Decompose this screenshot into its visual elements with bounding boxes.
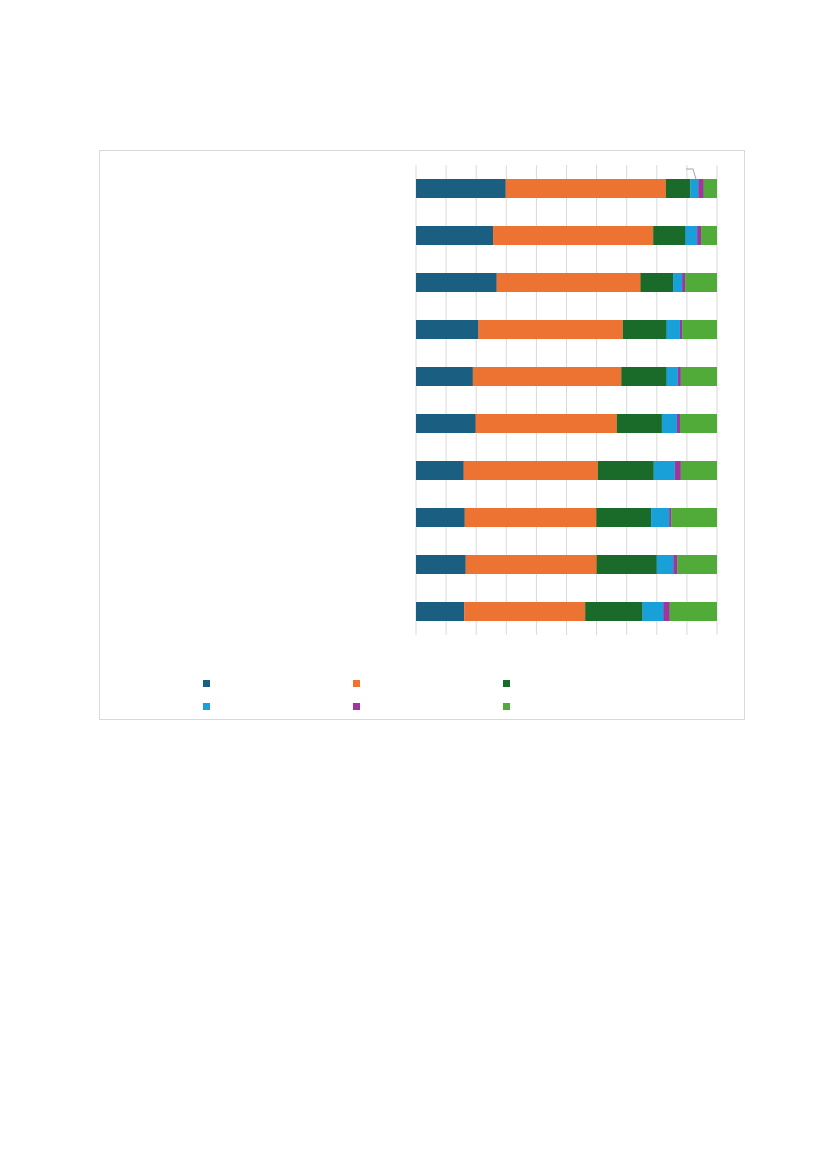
legend-swatch	[503, 680, 510, 687]
bar-segment	[661, 414, 677, 433]
bar-segment	[690, 179, 699, 198]
chart-area	[99, 150, 745, 720]
bar-segment	[464, 508, 597, 527]
bar-segment	[677, 367, 681, 386]
bar-segment	[416, 602, 465, 621]
bar-segment	[677, 555, 717, 574]
bar-segment	[698, 179, 704, 198]
bar-segment	[464, 602, 586, 621]
bar-segment	[653, 461, 675, 480]
bar-segment	[666, 367, 678, 386]
bar-segment	[671, 508, 717, 527]
bar-segment	[475, 414, 617, 433]
bar-segment	[651, 508, 670, 527]
bar-segment	[416, 555, 466, 574]
bar-segment	[669, 602, 717, 621]
bar-segment	[621, 367, 667, 386]
bar-segment	[585, 602, 643, 621]
legend-swatch	[353, 703, 360, 710]
bar-segment	[665, 179, 691, 198]
bar-segment	[656, 555, 674, 574]
bar-segment	[703, 179, 717, 198]
legend-swatch	[203, 703, 210, 710]
legend-swatch	[203, 680, 210, 687]
bar-segment	[416, 367, 473, 386]
bar-segment	[416, 508, 465, 527]
bar-segment	[416, 273, 497, 292]
bar-segment	[597, 461, 654, 480]
bar-segment	[465, 555, 597, 574]
bar-segment	[416, 320, 479, 339]
bar-segment	[680, 367, 717, 386]
bar-segment	[666, 320, 680, 339]
bar-segment	[676, 414, 680, 433]
bar-segment	[679, 320, 683, 339]
bar-segment	[679, 414, 717, 433]
data-label-leader	[686, 168, 697, 180]
bar-segment	[478, 320, 623, 339]
bar-segment	[622, 320, 667, 339]
bar-segment	[682, 273, 686, 292]
bar-segment	[697, 226, 702, 245]
legend-swatch	[503, 703, 510, 710]
legend-swatch	[353, 680, 360, 687]
bar-segment	[596, 555, 657, 574]
bar-segment	[416, 414, 476, 433]
bar-segment	[642, 602, 664, 621]
bar-segment	[682, 320, 717, 339]
bar-segment	[496, 273, 641, 292]
bar-segment	[685, 226, 698, 245]
bar-segment	[673, 555, 678, 574]
bar-segment	[505, 179, 666, 198]
bar-segment	[663, 602, 670, 621]
bar-segment	[616, 414, 662, 433]
bar-segment	[596, 508, 652, 527]
bar-segment	[701, 226, 717, 245]
bar-segment	[653, 226, 686, 245]
bar-segment	[685, 273, 717, 292]
bar-segment	[416, 179, 506, 198]
bar-segment	[640, 273, 674, 292]
bar-segment	[416, 226, 494, 245]
bar-segment	[472, 367, 622, 386]
bar-segment	[669, 508, 672, 527]
bar-segment	[680, 461, 717, 480]
stacked-bar-chart	[203, 165, 718, 710]
bar-segment	[673, 273, 683, 292]
bar-segment	[463, 461, 598, 480]
bar-segment	[674, 461, 681, 480]
bar-segment	[416, 461, 464, 480]
bar-segment	[493, 226, 654, 245]
